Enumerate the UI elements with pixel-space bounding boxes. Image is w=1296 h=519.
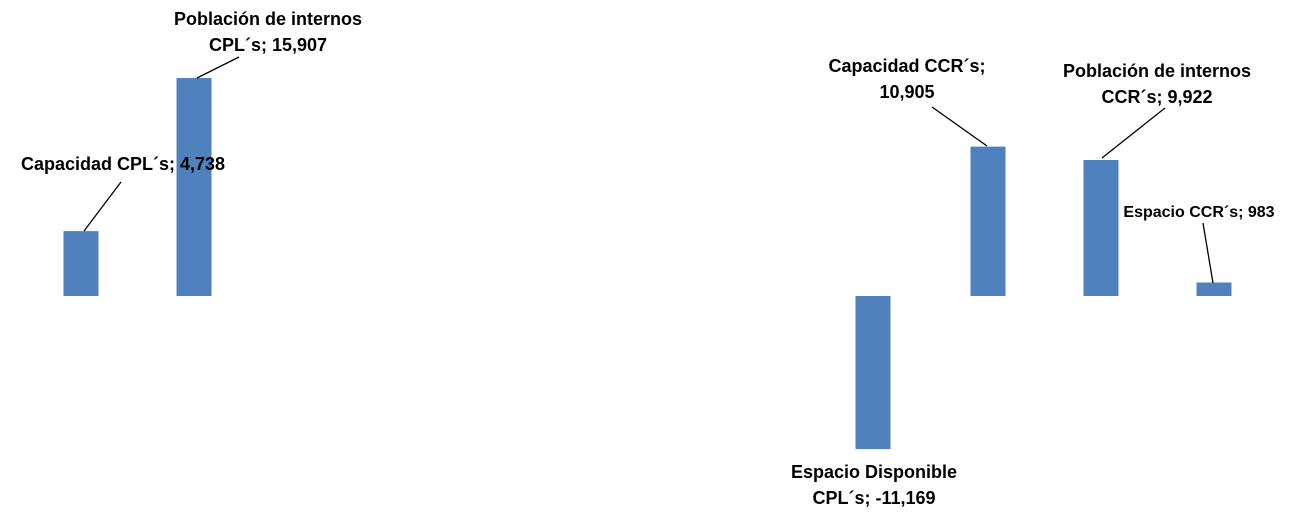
- bar-1: [63, 231, 99, 296]
- data-label-1: Capacidad CPL´s; 4,738: [21, 154, 225, 174]
- leader-line-4: [931, 106, 988, 147]
- data-label-line: CCR´s; 9,922: [1101, 87, 1212, 107]
- bar-5: [1083, 160, 1119, 296]
- data-label-line: CPL´s; -11,169: [812, 488, 935, 508]
- data-label-line: Espacio CCR´s; 983: [1123, 204, 1274, 221]
- bar-3: [855, 296, 891, 450]
- data-label-line: Población de internos: [174, 9, 362, 29]
- data-label-4: Capacidad CCR´s; 10,905: [828, 56, 985, 102]
- leader-line-5: [1101, 107, 1166, 159]
- data-label-line: Población de internos: [1063, 61, 1251, 81]
- data-label-line: CPL´s; 15,907: [209, 35, 327, 55]
- data-label-5: Población de internos CCR´s; 9,922: [1063, 61, 1251, 107]
- bar-4: [970, 146, 1006, 296]
- data-label-line: 10,905: [879, 82, 934, 102]
- data-label-6: Espacio CCR´s; 983: [1123, 204, 1274, 221]
- data-label-line: Capacidad CCR´s;: [828, 56, 985, 76]
- data-label-2: Población de internos CPL´s; 15,907: [174, 9, 362, 55]
- data-label-line: Capacidad CPL´s; 4,738: [21, 154, 225, 174]
- leader-lines-layer: [83, 56, 1214, 284]
- leader-line-2: [196, 56, 240, 79]
- data-label-3: Espacio Disponible CPL´s; -11,169: [791, 462, 957, 508]
- bars-layer: [63, 78, 1232, 450]
- data-label-line: Espacio Disponible: [791, 462, 957, 482]
- bar-6: [1196, 282, 1232, 296]
- leader-line-6: [1202, 222, 1214, 284]
- leader-line-1: [83, 181, 122, 232]
- bar-2: [176, 78, 212, 296]
- data-labels-layer: Capacidad CPL´s; 4,738 Población de inter…: [21, 9, 1275, 508]
